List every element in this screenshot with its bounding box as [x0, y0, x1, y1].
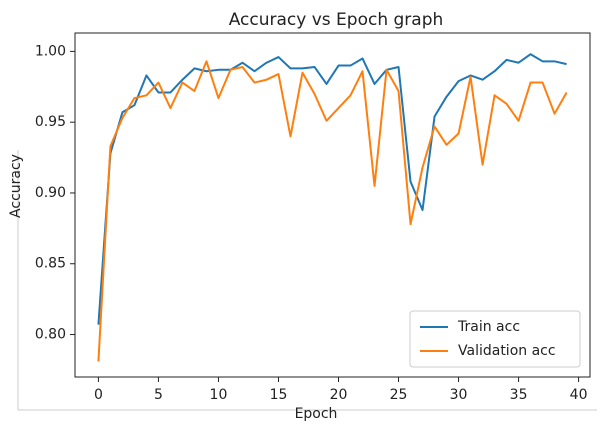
- x-tick-label: 40: [570, 387, 588, 403]
- x-tick-label: 20: [330, 387, 348, 403]
- series-line: [97, 60, 568, 362]
- x-tick-label: 10: [210, 387, 228, 403]
- legend-label: Validation acc: [458, 343, 556, 359]
- y-tick-label: 1.00: [35, 43, 66, 59]
- y-tick-label: 0.85: [35, 256, 66, 272]
- chart-title: Accuracy vs Epoch graph: [229, 10, 444, 30]
- x-axis-label: Epoch: [295, 406, 338, 422]
- x-tick-label: 25: [390, 387, 408, 403]
- legend-box: [409, 310, 581, 368]
- legend-label: Train acc: [457, 319, 520, 335]
- plot-frame: [74, 32, 591, 378]
- x-tick-label: 5: [154, 387, 163, 403]
- y-tick-label: 0.80: [35, 327, 66, 343]
- series-line: [97, 53, 567, 325]
- x-tick-label: 15: [270, 387, 288, 403]
- y-axis-label: Accuracy: [8, 154, 24, 218]
- x-tick-label: 30: [450, 387, 468, 403]
- x-tick-label: 35: [510, 387, 528, 403]
- y-tick-label: 0.90: [35, 185, 66, 201]
- y-tick-label: 0.95: [35, 114, 66, 130]
- x-tick-label: 0: [94, 387, 103, 403]
